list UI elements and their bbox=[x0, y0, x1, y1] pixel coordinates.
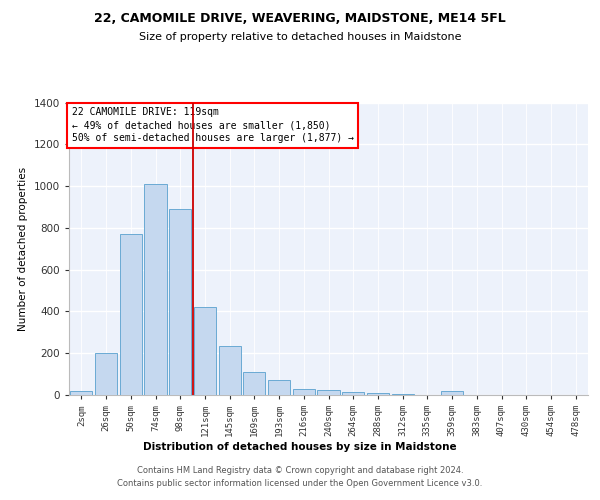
Bar bbox=[441, 391, 463, 395]
Text: Distribution of detached houses by size in Maidstone: Distribution of detached houses by size … bbox=[143, 442, 457, 452]
Text: 22 CAMOMILE DRIVE: 119sqm
← 49% of detached houses are smaller (1,850)
50% of se: 22 CAMOMILE DRIVE: 119sqm ← 49% of detac… bbox=[71, 107, 353, 144]
Bar bbox=[70, 391, 92, 395]
Bar bbox=[268, 380, 290, 395]
Bar bbox=[145, 184, 167, 395]
Bar bbox=[95, 353, 117, 395]
Bar bbox=[119, 234, 142, 395]
Bar bbox=[194, 307, 216, 395]
Text: Contains HM Land Registry data © Crown copyright and database right 2024.
Contai: Contains HM Land Registry data © Crown c… bbox=[118, 466, 482, 487]
Bar bbox=[169, 209, 191, 395]
Bar bbox=[218, 346, 241, 395]
Text: 22, CAMOMILE DRIVE, WEAVERING, MAIDSTONE, ME14 5FL: 22, CAMOMILE DRIVE, WEAVERING, MAIDSTONE… bbox=[94, 12, 506, 26]
Bar bbox=[243, 372, 265, 395]
Bar bbox=[293, 390, 315, 395]
Bar bbox=[367, 393, 389, 395]
Bar bbox=[392, 394, 414, 395]
Bar bbox=[342, 392, 364, 395]
Y-axis label: Number of detached properties: Number of detached properties bbox=[18, 166, 28, 331]
Bar bbox=[317, 390, 340, 395]
Text: Size of property relative to detached houses in Maidstone: Size of property relative to detached ho… bbox=[139, 32, 461, 42]
